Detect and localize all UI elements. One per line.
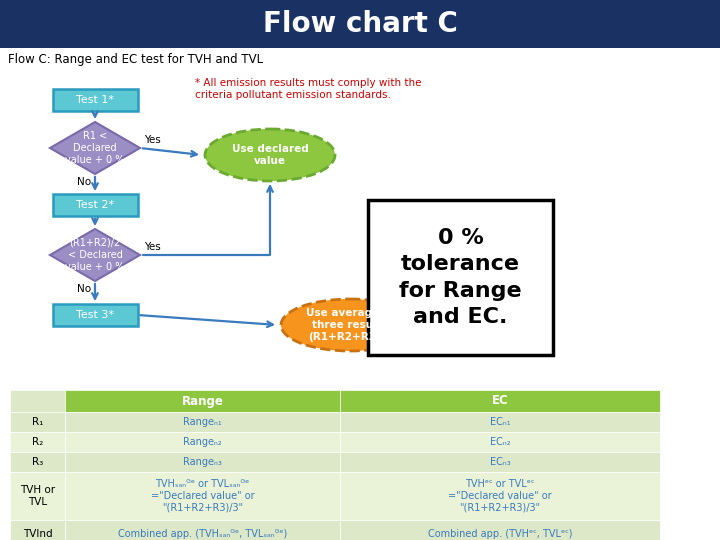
Text: TVInd: TVInd bbox=[23, 529, 53, 539]
FancyBboxPatch shape bbox=[340, 432, 660, 452]
Text: Use declared
value: Use declared value bbox=[232, 144, 308, 166]
FancyBboxPatch shape bbox=[10, 472, 65, 520]
Text: ECₙ₃: ECₙ₃ bbox=[490, 457, 510, 467]
FancyBboxPatch shape bbox=[340, 452, 660, 472]
FancyBboxPatch shape bbox=[65, 412, 340, 432]
Text: R1 <
Declared
value + 0 %: R1 < Declared value + 0 % bbox=[66, 131, 125, 165]
FancyBboxPatch shape bbox=[10, 412, 65, 432]
Text: Use average of
three results
(R1+R2+R3)/3: Use average of three results (R1+R2+R3)/… bbox=[305, 308, 395, 342]
Text: TVH or
TVL: TVH or TVL bbox=[20, 485, 55, 507]
Text: Test 3*: Test 3* bbox=[76, 310, 114, 320]
Ellipse shape bbox=[205, 129, 335, 181]
Text: ECₙ₁: ECₙ₁ bbox=[490, 417, 510, 427]
FancyBboxPatch shape bbox=[10, 390, 65, 412]
Text: Flow chart C: Flow chart C bbox=[263, 10, 457, 38]
Text: * All emission results must comply with the
criteria pollutant emission standard: * All emission results must comply with … bbox=[195, 78, 421, 99]
Text: Test 1*: Test 1* bbox=[76, 95, 114, 105]
Text: Rangeₙ₃: Rangeₙ₃ bbox=[183, 457, 222, 467]
Text: (R1+R2)/2
< Declared
value + 0 %: (R1+R2)/2 < Declared value + 0 % bbox=[66, 238, 125, 272]
FancyBboxPatch shape bbox=[65, 472, 340, 520]
FancyBboxPatch shape bbox=[340, 520, 660, 540]
Text: Combined app. (TVHᵉᶜ, TVLᵉᶜ): Combined app. (TVHᵉᶜ, TVLᵉᶜ) bbox=[428, 529, 572, 539]
FancyBboxPatch shape bbox=[65, 432, 340, 452]
Text: ECₙ₂: ECₙ₂ bbox=[490, 437, 510, 447]
FancyBboxPatch shape bbox=[368, 200, 553, 355]
FancyBboxPatch shape bbox=[0, 0, 720, 48]
Text: Combined app. (TVHₛₐₙᴳᵉ, TVLₛₐₙᴳᵉ): Combined app. (TVHₛₐₙᴳᵉ, TVLₛₐₙᴳᵉ) bbox=[118, 529, 287, 539]
Text: Test 2*: Test 2* bbox=[76, 200, 114, 210]
Text: TVHᵉᶜ or TVLᵉᶜ
="Declared value" or
"(R1+R2+R3)/3": TVHᵉᶜ or TVLᵉᶜ ="Declared value" or "(R1… bbox=[448, 480, 552, 512]
Text: R₃: R₃ bbox=[32, 457, 43, 467]
FancyBboxPatch shape bbox=[10, 452, 65, 472]
Polygon shape bbox=[50, 229, 140, 281]
Text: R₂: R₂ bbox=[32, 437, 43, 447]
Text: TVHₛₐₙᴳᵉ or TVLₛₐₙᴳᵉ
="Declared value" or
"(R1+R2+R3)/3": TVHₛₐₙᴳᵉ or TVLₛₐₙᴳᵉ ="Declared value" o… bbox=[150, 480, 254, 512]
FancyBboxPatch shape bbox=[53, 304, 138, 326]
Text: R₁: R₁ bbox=[32, 417, 43, 427]
FancyBboxPatch shape bbox=[340, 412, 660, 432]
FancyBboxPatch shape bbox=[10, 432, 65, 452]
Text: Range: Range bbox=[181, 395, 223, 408]
Text: Yes: Yes bbox=[144, 135, 161, 145]
Text: No: No bbox=[77, 177, 91, 187]
FancyBboxPatch shape bbox=[65, 452, 340, 472]
FancyBboxPatch shape bbox=[340, 472, 660, 520]
FancyBboxPatch shape bbox=[65, 390, 340, 412]
FancyBboxPatch shape bbox=[53, 194, 138, 216]
Text: 0 %
tolerance
for Range
and EC.: 0 % tolerance for Range and EC. bbox=[399, 228, 522, 327]
FancyBboxPatch shape bbox=[340, 390, 660, 412]
Polygon shape bbox=[50, 122, 140, 174]
FancyBboxPatch shape bbox=[65, 520, 340, 540]
Ellipse shape bbox=[281, 299, 419, 351]
Text: Flow C: Range and EC test for TVH and TVL: Flow C: Range and EC test for TVH and TV… bbox=[8, 53, 263, 66]
FancyBboxPatch shape bbox=[10, 520, 65, 540]
Text: No: No bbox=[77, 284, 91, 294]
Text: EC: EC bbox=[492, 395, 508, 408]
Text: Rangeₙ₁: Rangeₙ₁ bbox=[183, 417, 222, 427]
FancyBboxPatch shape bbox=[53, 89, 138, 111]
Text: Yes: Yes bbox=[144, 242, 161, 252]
Text: Rangeₙ₂: Rangeₙ₂ bbox=[183, 437, 222, 447]
